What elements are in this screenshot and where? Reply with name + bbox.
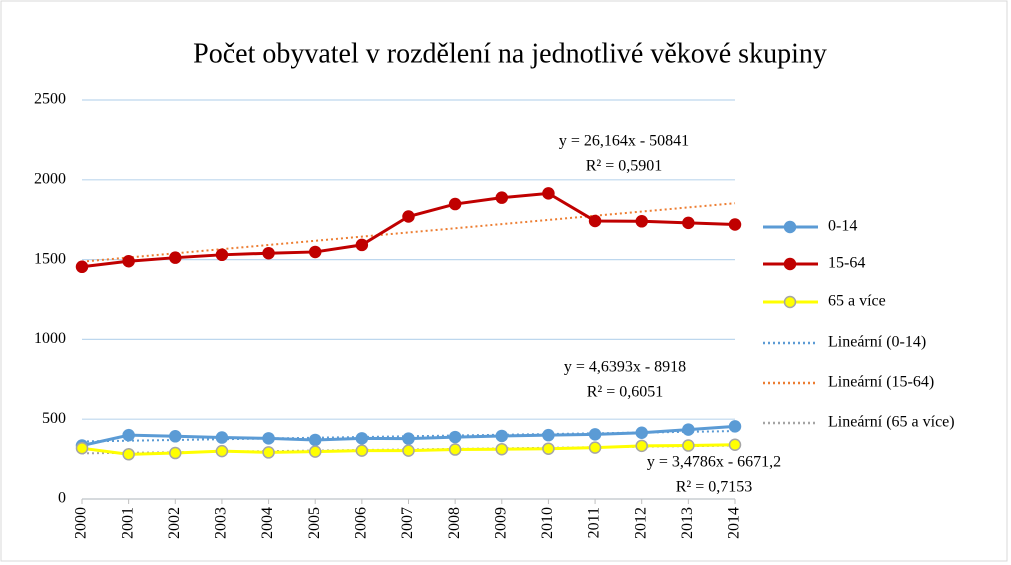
trendline-equation: y = 26,164x - 50841: [559, 133, 689, 150]
series-marker: [495, 429, 509, 443]
series-marker: [262, 246, 275, 260]
series-marker: [402, 444, 415, 457]
series-marker: [542, 187, 555, 200]
series-marker: [448, 430, 462, 444]
trendline-equation: R² = 0,7153: [676, 479, 753, 496]
series-marker: [75, 441, 89, 455]
series-marker: [169, 446, 182, 460]
series-marker: [122, 428, 135, 442]
x-tick-label: 2014: [726, 507, 743, 539]
legend-label: 15-64: [828, 255, 865, 272]
series-marker: [122, 448, 135, 461]
series-marker: [635, 215, 648, 228]
series-marker: [215, 431, 229, 444]
trendline-equation: y = 4,6393x - 8918: [564, 359, 686, 376]
legend-marker: [783, 220, 797, 234]
series-marker: [215, 444, 229, 458]
legend-label: Lineární (15-64): [828, 374, 934, 391]
series-marker: [682, 439, 695, 452]
y-tick-label: 1500: [34, 250, 66, 267]
x-tick-label: 2012: [632, 507, 649, 539]
x-tick-label: 2011: [586, 507, 603, 538]
x-tick-label: 2000: [73, 507, 90, 539]
x-tick-label: 2005: [306, 507, 323, 539]
trendline-equation: R² = 0,5901: [586, 158, 663, 175]
series-marker: [402, 432, 415, 445]
legend-label: 0-14: [828, 218, 857, 235]
series-marker: [588, 441, 602, 454]
series-marker: [169, 430, 182, 443]
legend-marker: [783, 295, 797, 309]
x-tick-label: 2007: [399, 507, 416, 539]
series-marker: [262, 446, 275, 459]
legend-marker: [783, 257, 797, 271]
series-marker: [215, 248, 229, 262]
series-marker: [495, 442, 509, 456]
series-marker: [682, 216, 695, 230]
series-marker: [402, 210, 415, 223]
x-tick-label: 2001: [119, 507, 136, 539]
series-marker: [448, 197, 462, 211]
series-marker: [308, 445, 322, 458]
x-tick-label: 2002: [166, 507, 183, 539]
y-tick-label: 1000: [34, 330, 66, 347]
series-marker: [588, 428, 602, 441]
x-tick-label: 2013: [679, 507, 696, 539]
trendline: [81, 202, 736, 263]
series-marker: [308, 433, 322, 447]
series-marker: [495, 191, 509, 204]
y-tick-label: 500: [42, 410, 66, 427]
series-marker: [122, 254, 135, 268]
x-tick-label: 2004: [259, 507, 276, 539]
x-tick-label: 2010: [539, 507, 556, 539]
legend-label: Lineární (0-14): [828, 334, 926, 351]
series-marker: [728, 420, 742, 433]
series-marker: [635, 426, 648, 440]
series-marker: [355, 432, 369, 445]
trendline-equation: R² = 0,6051: [587, 384, 664, 401]
series-marker: [169, 251, 182, 264]
trendline-equation: y = 3,4786x - 6671,2: [647, 454, 781, 471]
y-tick-label: 2500: [34, 91, 66, 108]
series-marker: [588, 214, 602, 228]
series-marker: [75, 260, 89, 274]
x-tick-label: 2006: [353, 507, 370, 539]
series-marker: [262, 432, 275, 445]
series-marker: [355, 444, 369, 457]
x-tick-label: 2009: [492, 507, 509, 539]
series-marker: [682, 423, 695, 436]
chart-title: Počet obyvatel v rozdělení na jednotlivé…: [193, 38, 827, 69]
series-marker: [308, 245, 322, 259]
y-tick-label: 2000: [34, 170, 66, 187]
x-tick-label: 2003: [213, 507, 230, 539]
x-tick-label: 2008: [446, 507, 463, 539]
legend-label: Lineární (65 a více): [828, 414, 955, 431]
series-marker: [728, 438, 742, 451]
series-marker: [542, 442, 555, 455]
series-marker: [635, 439, 648, 453]
y-tick-label: 0: [58, 490, 66, 507]
series-marker: [728, 218, 742, 231]
series-marker: [355, 238, 369, 252]
series-marker: [542, 428, 555, 442]
series-marker: [448, 443, 462, 456]
legend-label: 65 a více: [828, 293, 886, 310]
